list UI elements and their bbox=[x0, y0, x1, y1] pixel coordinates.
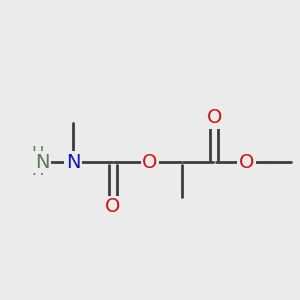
Text: O: O bbox=[142, 153, 158, 172]
Text: O: O bbox=[105, 197, 121, 217]
Text: O: O bbox=[239, 153, 254, 172]
Text: N: N bbox=[66, 153, 80, 172]
Text: N: N bbox=[35, 153, 50, 172]
Text: H: H bbox=[31, 161, 44, 179]
Text: O: O bbox=[207, 108, 222, 127]
Text: H: H bbox=[31, 146, 44, 164]
